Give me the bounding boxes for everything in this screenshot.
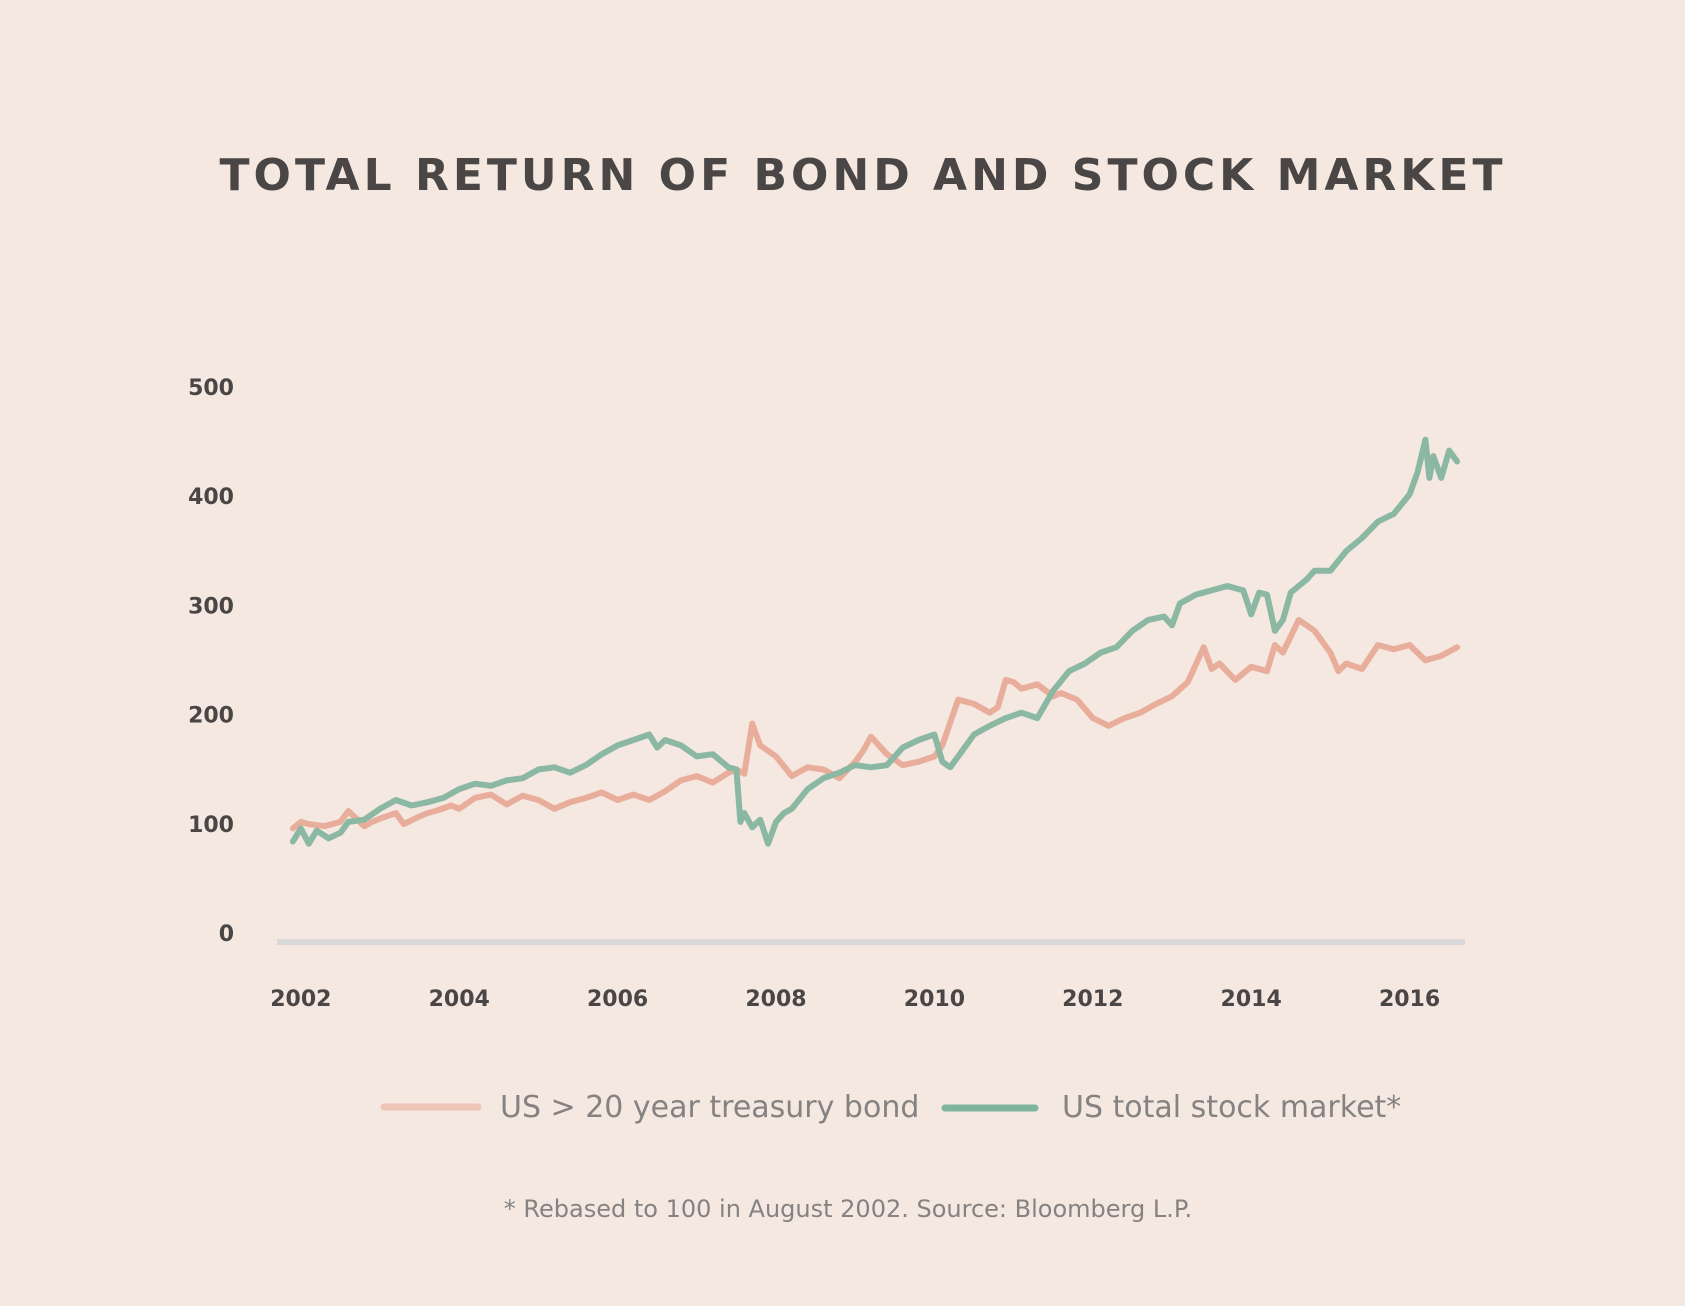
y-tick-label: 400	[188, 485, 234, 510]
y-tick-label: 300	[188, 594, 234, 619]
footnote: * Rebased to 100 in August 2002. Source:…	[504, 1195, 1192, 1223]
y-tick-label: 0	[219, 922, 234, 947]
x-tick-label: 2016	[1379, 987, 1440, 1012]
series-line-stock	[289, 436, 1461, 847]
x-tick-label: 2014	[1221, 987, 1282, 1012]
x-tick-label: 2012	[1062, 987, 1123, 1012]
x-tick-label: 2010	[904, 987, 965, 1012]
x-tick-label: 2006	[587, 987, 648, 1012]
x-axis: 2002 2004 2006 2008 2010 2012 2014 2016	[270, 987, 1440, 1012]
x-tick-label: 2004	[429, 987, 490, 1012]
y-tick-label: 200	[188, 704, 234, 729]
y-axis: 0 100 200 300 400 500	[188, 376, 234, 947]
legend-label-bond: US > 20 year treasury bond	[500, 1090, 919, 1125]
chart-title: TOTAL RETURN OF BOND AND STOCK MARKET	[220, 150, 1507, 201]
x-tick-label: 2008	[745, 987, 806, 1012]
y-tick-label: 500	[188, 376, 234, 401]
x-tick-label: 2002	[270, 987, 331, 1012]
series-lines	[289, 436, 1461, 847]
y-tick-label: 100	[188, 813, 234, 838]
series-line-bond	[289, 616, 1461, 832]
legend-label-stock: US total stock market*	[1062, 1090, 1401, 1125]
legend: US > 20 year treasury bond US total stoc…	[380, 1090, 1401, 1125]
